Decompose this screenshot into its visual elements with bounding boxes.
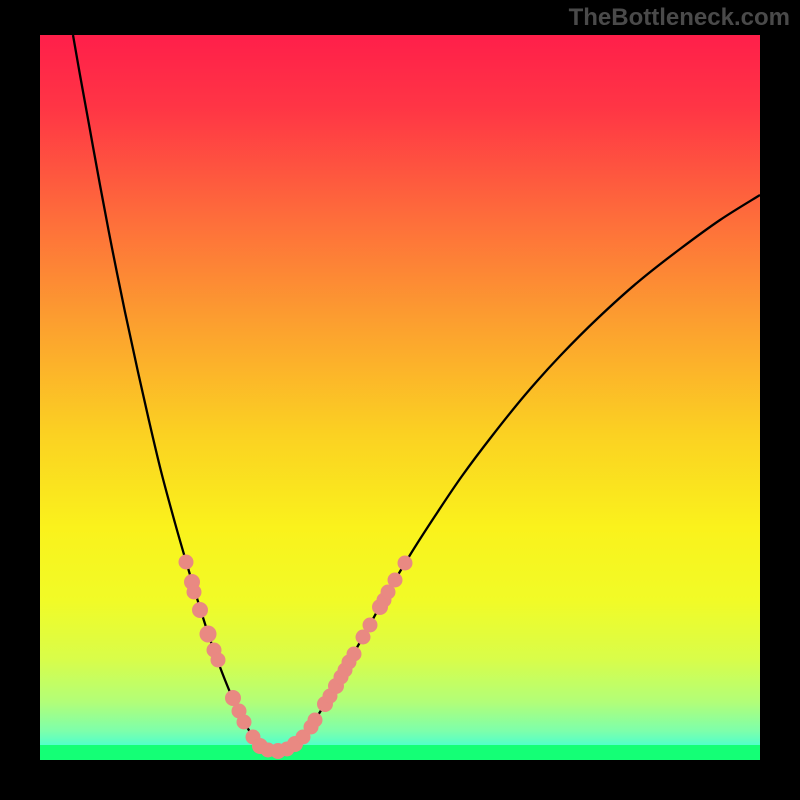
chart-svg	[0, 0, 800, 800]
marker-dot	[193, 603, 208, 618]
marker-dot	[187, 585, 201, 599]
marker-dot	[237, 715, 251, 729]
marker-dot	[398, 556, 412, 570]
marker-dot	[308, 713, 322, 727]
plot-area	[40, 35, 760, 760]
marker-dot	[200, 626, 216, 642]
gradient-background	[40, 35, 760, 760]
marker-dot	[347, 647, 361, 661]
chart-container: TheBottleneck.com	[0, 0, 800, 800]
marker-dot	[211, 653, 225, 667]
marker-dot	[226, 691, 241, 706]
watermark-text: TheBottleneck.com	[569, 4, 790, 32]
marker-dot	[388, 573, 402, 587]
marker-dot	[179, 555, 193, 569]
marker-dot	[363, 618, 377, 632]
bottom-green-band	[40, 745, 760, 760]
